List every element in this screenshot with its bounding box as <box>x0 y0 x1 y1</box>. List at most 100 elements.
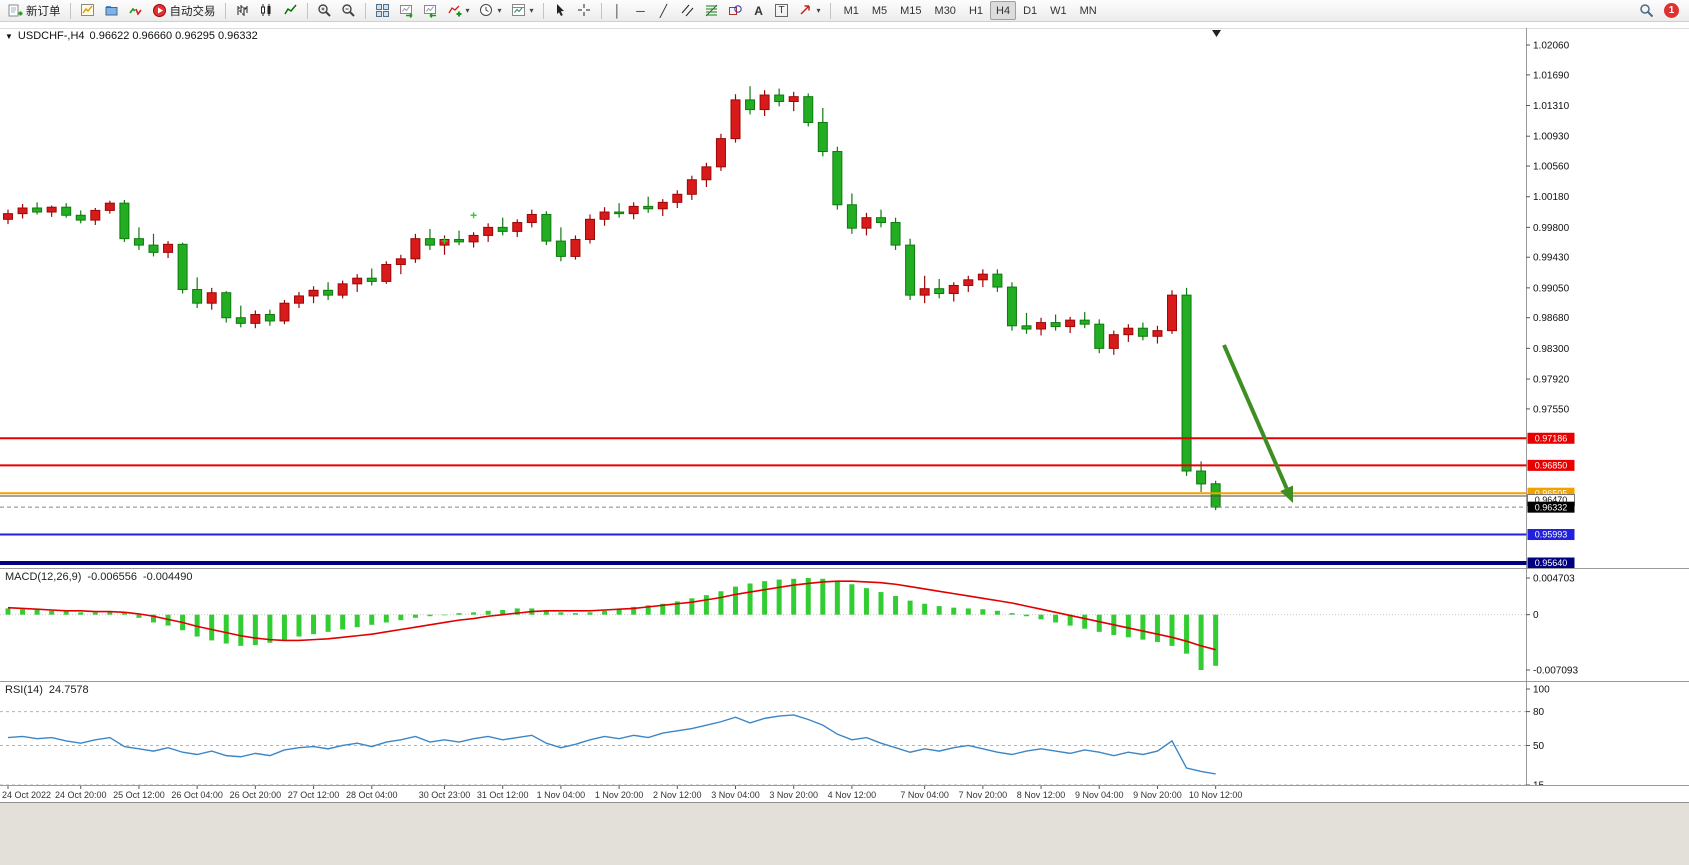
dropdown-icon: ▾ <box>816 6 821 15</box>
indicators-icon <box>447 5 461 17</box>
periods-button[interactable]: ▾ <box>475 1 506 21</box>
auto-scroll-button[interactable] <box>395 1 418 21</box>
time-axis[interactable]: 24 Oct 2022 24 Oct 20:00 25 Oct 12:00 26 Oc… <box>0 786 1689 802</box>
svg-text:1.00560: 1.00560 <box>1533 162 1570 173</box>
vertical-line-icon: │ <box>613 3 622 18</box>
svg-text:9 Nov 20:00: 9 Nov 20:00 <box>1133 790 1182 800</box>
svg-text:0.96505: 0.96505 <box>1535 488 1568 498</box>
candlestick-chart-button[interactable] <box>255 1 278 21</box>
vertical-line-button[interactable]: │ <box>607 1 629 21</box>
svg-text:26 Oct 20:00: 26 Oct 20:00 <box>230 790 282 800</box>
arrows-button[interactable]: ▾ <box>794 1 825 21</box>
market-watch-button[interactable] <box>124 1 147 21</box>
bar-chart-icon <box>237 5 247 16</box>
main-toolbar: 新订单 自动交易 <box>0 0 1689 22</box>
svg-text:30 Oct 23:00: 30 Oct 23:00 <box>419 790 471 800</box>
bar-chart-button[interactable] <box>231 1 254 21</box>
svg-text:0.96332: 0.96332 <box>1535 502 1568 512</box>
dropdown-icon: ▾ <box>529 6 534 15</box>
new-order-label: 新订单 <box>26 5 61 18</box>
toolbar-separator <box>600 2 602 19</box>
svg-text:0: 0 <box>1533 610 1539 621</box>
templates-button[interactable]: ▾ <box>507 1 538 21</box>
timeframe-w1-button[interactable]: W1 <box>1044 1 1073 20</box>
toolbar-separator <box>364 2 366 19</box>
rsi-value: 24.7578 <box>48 684 89 696</box>
profiles-button[interactable] <box>100 1 123 21</box>
search-button[interactable] <box>1635 1 1658 21</box>
shapes-icon <box>728 5 742 15</box>
timeframe-m30-button[interactable]: M30 <box>929 1 962 20</box>
new-order-button[interactable]: 新订单 <box>4 1 65 21</box>
svg-text:80: 80 <box>1533 707 1545 718</box>
toolbar-separator <box>69 2 71 19</box>
auto-scroll-icon <box>399 5 413 18</box>
svg-text:31 Oct 12:00: 31 Oct 12:00 <box>477 790 529 800</box>
trendline-icon: ╱ <box>659 3 668 18</box>
market-watch-icon <box>128 7 142 16</box>
macd-name: MACD(12,26,9) <box>5 571 82 583</box>
periods-clock-icon <box>479 4 492 16</box>
line-chart-button[interactable] <box>279 1 302 21</box>
macd-panel-canvas[interactable]: 0.004703 0 -0.007093 <box>0 568 1689 681</box>
svg-text:1.01310: 1.01310 <box>1533 101 1570 112</box>
svg-text:9 Nov 04:00: 9 Nov 04:00 <box>1075 790 1124 800</box>
toolbar-separator <box>224 2 226 19</box>
text-button[interactable]: A <box>748 1 770 21</box>
cursor-button[interactable] <box>549 1 572 21</box>
indicators-button[interactable]: ▾ <box>443 1 474 21</box>
label-tool-icon: T <box>775 4 788 17</box>
ohlc-values: 0.96622 0.96660 0.96295 0.96332 <box>89 30 258 42</box>
svg-text:1 Nov 20:00: 1 Nov 20:00 <box>595 790 644 800</box>
svg-text:24 Oct 2022: 24 Oct 2022 <box>2 790 51 800</box>
rsi-panel-canvas[interactable]: 100 80 50 15 <box>0 681 1689 786</box>
auto-trading-button[interactable]: 自动交易 <box>148 1 220 21</box>
tile-windows-button[interactable] <box>371 1 394 21</box>
svg-text:0.004703: 0.004703 <box>1533 573 1575 584</box>
crosshair-button[interactable] <box>573 1 596 21</box>
horizontal-line-button[interactable]: ─ <box>630 1 652 21</box>
svg-text:28 Oct 04:00: 28 Oct 04:00 <box>346 790 398 800</box>
timeframe-d1-button[interactable]: D1 <box>1017 1 1043 20</box>
new-order-icon <box>8 4 23 17</box>
svg-text:10 Nov 12:00: 10 Nov 12:00 <box>1189 790 1243 800</box>
svg-text:0.99050: 0.99050 <box>1533 283 1570 294</box>
svg-text:3 Nov 20:00: 3 Nov 20:00 <box>769 790 818 800</box>
zoom-in-button[interactable] <box>313 1 336 21</box>
timeframe-m1-button[interactable]: M1 <box>838 1 865 20</box>
price-chart-canvas[interactable]: 1.02060 1.01690 1.01310 1.00930 1.00560 1.001… <box>0 28 1689 568</box>
svg-text:1.01690: 1.01690 <box>1533 70 1570 81</box>
fibonacci-icon <box>705 4 717 17</box>
fibonacci-button[interactable] <box>700 1 723 21</box>
timeframe-h1-button[interactable]: H1 <box>963 1 989 20</box>
search-icon <box>1640 4 1654 18</box>
chart-shift-button[interactable] <box>419 1 442 21</box>
collapse-chart-icon[interactable]: ▼ <box>5 31 13 41</box>
svg-text:1 Nov 04:00: 1 Nov 04:00 <box>537 790 586 800</box>
svg-text:3 Nov 04:00: 3 Nov 04:00 <box>711 790 760 800</box>
svg-text:0.96850: 0.96850 <box>1535 461 1568 471</box>
line-chart-icon <box>283 4 297 15</box>
svg-text:26 Oct 04:00: 26 Oct 04:00 <box>171 790 223 800</box>
svg-text:8 Nov 12:00: 8 Nov 12:00 <box>1017 790 1066 800</box>
timeframe-m5-button[interactable]: M5 <box>866 1 893 20</box>
toolbar-separator <box>829 2 831 19</box>
zoom-out-button[interactable] <box>337 1 360 21</box>
timeframe-m15-button[interactable]: M15 <box>894 1 927 20</box>
auto-trading-icon <box>152 4 166 17</box>
cursor-icon <box>556 4 564 16</box>
toolbar-right-group: 1 <box>1635 1 1685 21</box>
svg-text:0.95640: 0.95640 <box>1535 558 1568 568</box>
trendline-button[interactable]: ╱ <box>653 1 675 21</box>
auto-trading-label: 自动交易 <box>169 5 216 18</box>
channel-button[interactable] <box>676 1 699 21</box>
label-button[interactable]: T <box>771 1 793 21</box>
shapes-button[interactable] <box>724 1 747 21</box>
new-chart-button[interactable] <box>76 1 99 21</box>
timeframe-mn-button[interactable]: MN <box>1074 1 1103 20</box>
svg-text:0.99430: 0.99430 <box>1533 253 1570 264</box>
timeframe-h4-button[interactable]: H4 <box>990 1 1017 20</box>
symbol-period-label: USDCHF-,H4 <box>17 30 85 42</box>
arrows-tool-icon <box>800 5 810 15</box>
notification-badge[interactable]: 1 <box>1664 3 1679 18</box>
